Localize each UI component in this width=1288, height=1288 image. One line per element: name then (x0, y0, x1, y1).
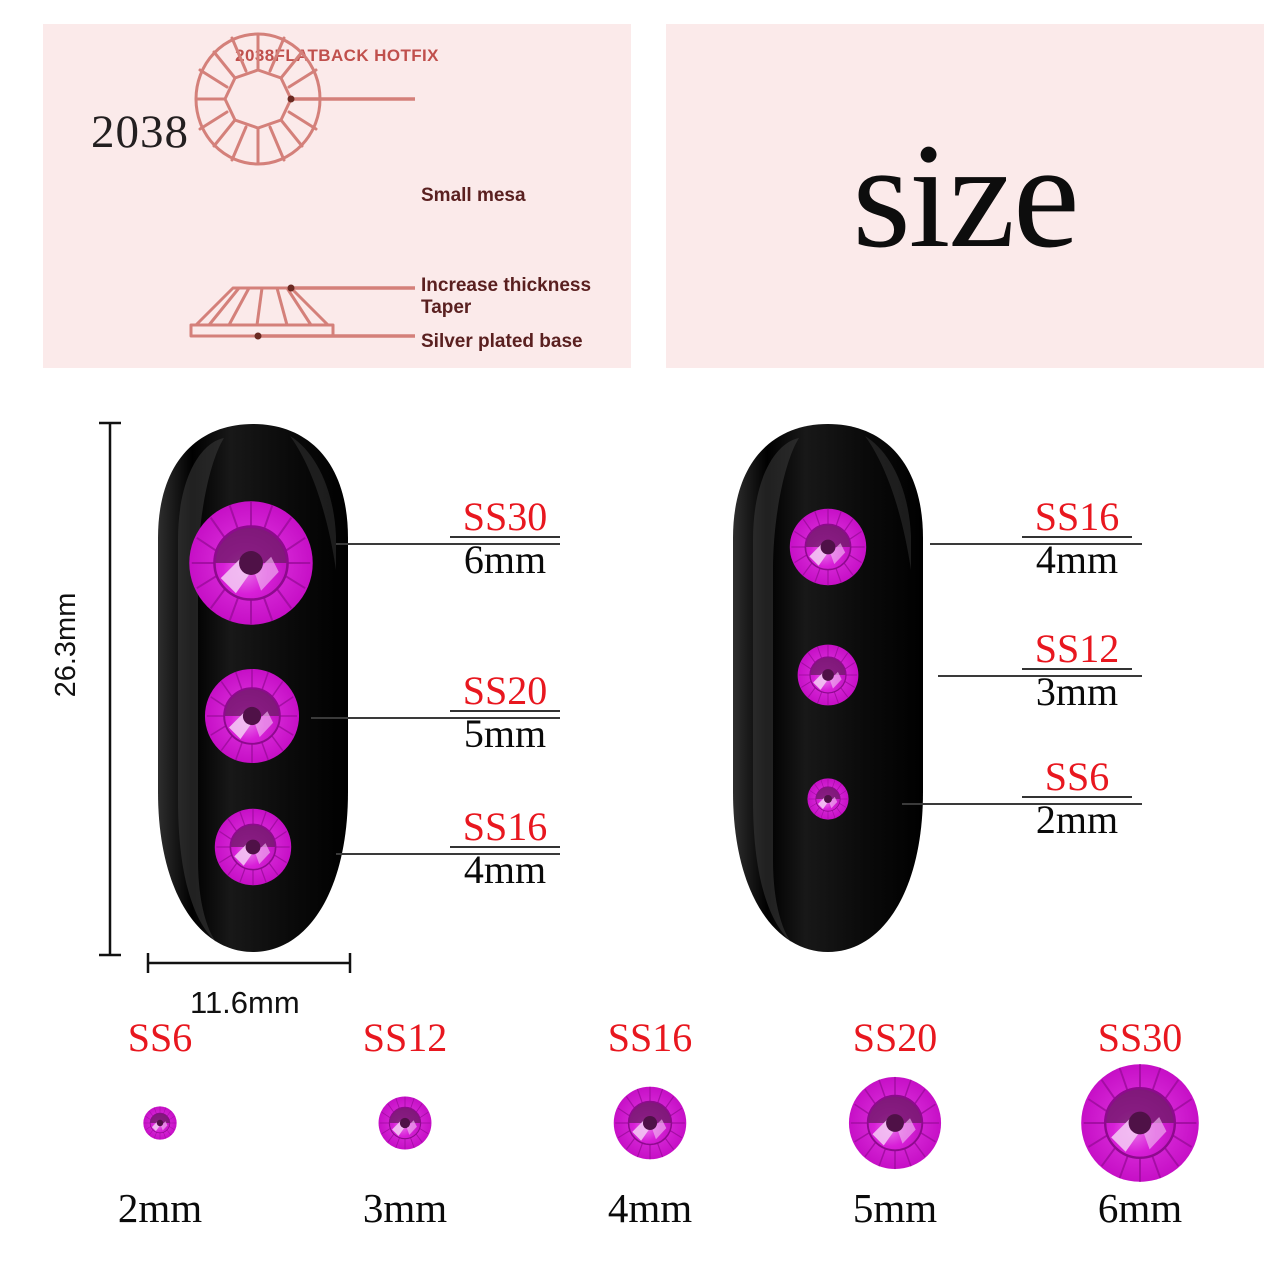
size-heading-text: size (852, 113, 1079, 279)
callout-mm-label: 4mm (463, 847, 547, 892)
callout-rule (450, 710, 560, 712)
callout-mm-label: 4mm (1035, 537, 1119, 582)
callout-ss-label: SS20 (462, 668, 548, 713)
swatch-mm-label: 6mm (1097, 1185, 1183, 1231)
callout-mm-label: 6mm (463, 537, 547, 582)
nail-height-dimension-line (99, 421, 121, 957)
flatback-diagram-panel: 2038FLATBACK HOTFIX 2038 (43, 24, 631, 368)
size-heading-panel: size (666, 24, 1264, 368)
swatch-ss-label: SS12 (362, 1015, 448, 1060)
panel-title: 2038FLATBACK HOTFIX (235, 46, 439, 65)
swatch-ss-label: SS6 (127, 1015, 193, 1060)
swatch-gem-holder (378, 1058, 432, 1188)
leader-line-ss12 (938, 675, 1142, 677)
callout-ss-label: SS30 (462, 494, 548, 539)
size-swatch-row: SS6 2mm SS12 3mm SS16 4mm SS20 (60, 1018, 1240, 1280)
swatch-mm-label: 4mm (607, 1185, 693, 1231)
swatch-ss-label: SS30 (1097, 1015, 1183, 1060)
leader-line-ss20 (311, 717, 560, 719)
callout-ss-label: SS6 (1044, 754, 1110, 799)
leader-line-ss16-right (930, 543, 1142, 545)
gem-ss6-swatch (143, 1106, 177, 1140)
gem-ss20-swatch (848, 1076, 942, 1170)
callout-rule (1022, 668, 1132, 670)
product-code-label: 2038 (91, 106, 189, 158)
callout-ss12: SS12 3mm (1022, 626, 1132, 714)
gem-ss30-swatch (1080, 1063, 1200, 1183)
nail-width-dimension-line (146, 953, 352, 973)
swatch-ss-label: SS16 (607, 1015, 693, 1060)
callout-rule (450, 846, 560, 848)
gem-ss20 (204, 668, 300, 764)
callout-mm-label: 5mm (463, 711, 547, 756)
swatch-mm-label: 5mm (852, 1185, 938, 1231)
callout-ss20: SS20 5mm (450, 668, 560, 756)
swatch-mm-label: 2mm (117, 1185, 203, 1231)
annotation-small-mesa: Small mesa (421, 185, 526, 206)
gem-ss6 (807, 778, 849, 820)
callout-rule (1022, 796, 1132, 798)
callout-ss-label: SS12 (1034, 626, 1120, 671)
nail-width-label: 11.6mm (190, 985, 300, 1020)
gem-ss16 (214, 808, 292, 886)
callout-ss-label: SS16 (1034, 494, 1120, 539)
callout-ss16-right: SS16 4mm (1022, 494, 1132, 582)
callout-ss16-left: SS16 4mm (450, 804, 560, 892)
callout-ss-label: SS16 (462, 804, 548, 849)
callout-ss30: SS30 6mm (450, 494, 560, 582)
callout-mm-label: 3mm (1035, 669, 1119, 714)
leader-line-ss6 (902, 803, 1142, 805)
annotation-increase-thickness: Increase thickness (421, 275, 592, 296)
nail-right-illustration (733, 424, 923, 952)
swatch-ss6: SS6 2mm (60, 1018, 260, 1229)
gem-ss12-swatch (378, 1096, 432, 1150)
annotation-taper: Taper (421, 297, 472, 318)
leader-line-ss16-left (336, 853, 560, 855)
swatch-ss20: SS20 5mm (795, 1018, 995, 1229)
flatback-schematic (189, 32, 415, 340)
nail-left-illustration (158, 424, 348, 952)
gem-ss12 (797, 644, 859, 706)
callout-rule (1022, 536, 1132, 538)
leader-line-ss30 (336, 543, 560, 545)
swatch-gem-holder (613, 1058, 687, 1188)
annotation-silver-plated-base: Silver plated base (421, 331, 583, 352)
gem-ss16-swatch (613, 1086, 687, 1160)
callout-rule (450, 536, 560, 538)
swatch-gem-holder (143, 1058, 177, 1188)
swatch-gem-holder (1080, 1058, 1200, 1188)
swatch-gem-holder (848, 1058, 942, 1188)
swatch-ss30: SS30 6mm (1040, 1018, 1240, 1229)
gem-ss16 (789, 508, 867, 586)
callout-ss6: SS6 2mm (1022, 754, 1132, 842)
swatch-ss-label: SS20 (852, 1015, 938, 1060)
callout-mm-label: 2mm (1035, 797, 1119, 842)
swatch-mm-label: 3mm (362, 1185, 448, 1231)
nail-height-label: 26.3mm (50, 592, 82, 698)
swatch-ss16: SS16 4mm (550, 1018, 750, 1229)
swatch-ss12: SS12 3mm (305, 1018, 505, 1229)
gem-ss30 (188, 500, 314, 626)
